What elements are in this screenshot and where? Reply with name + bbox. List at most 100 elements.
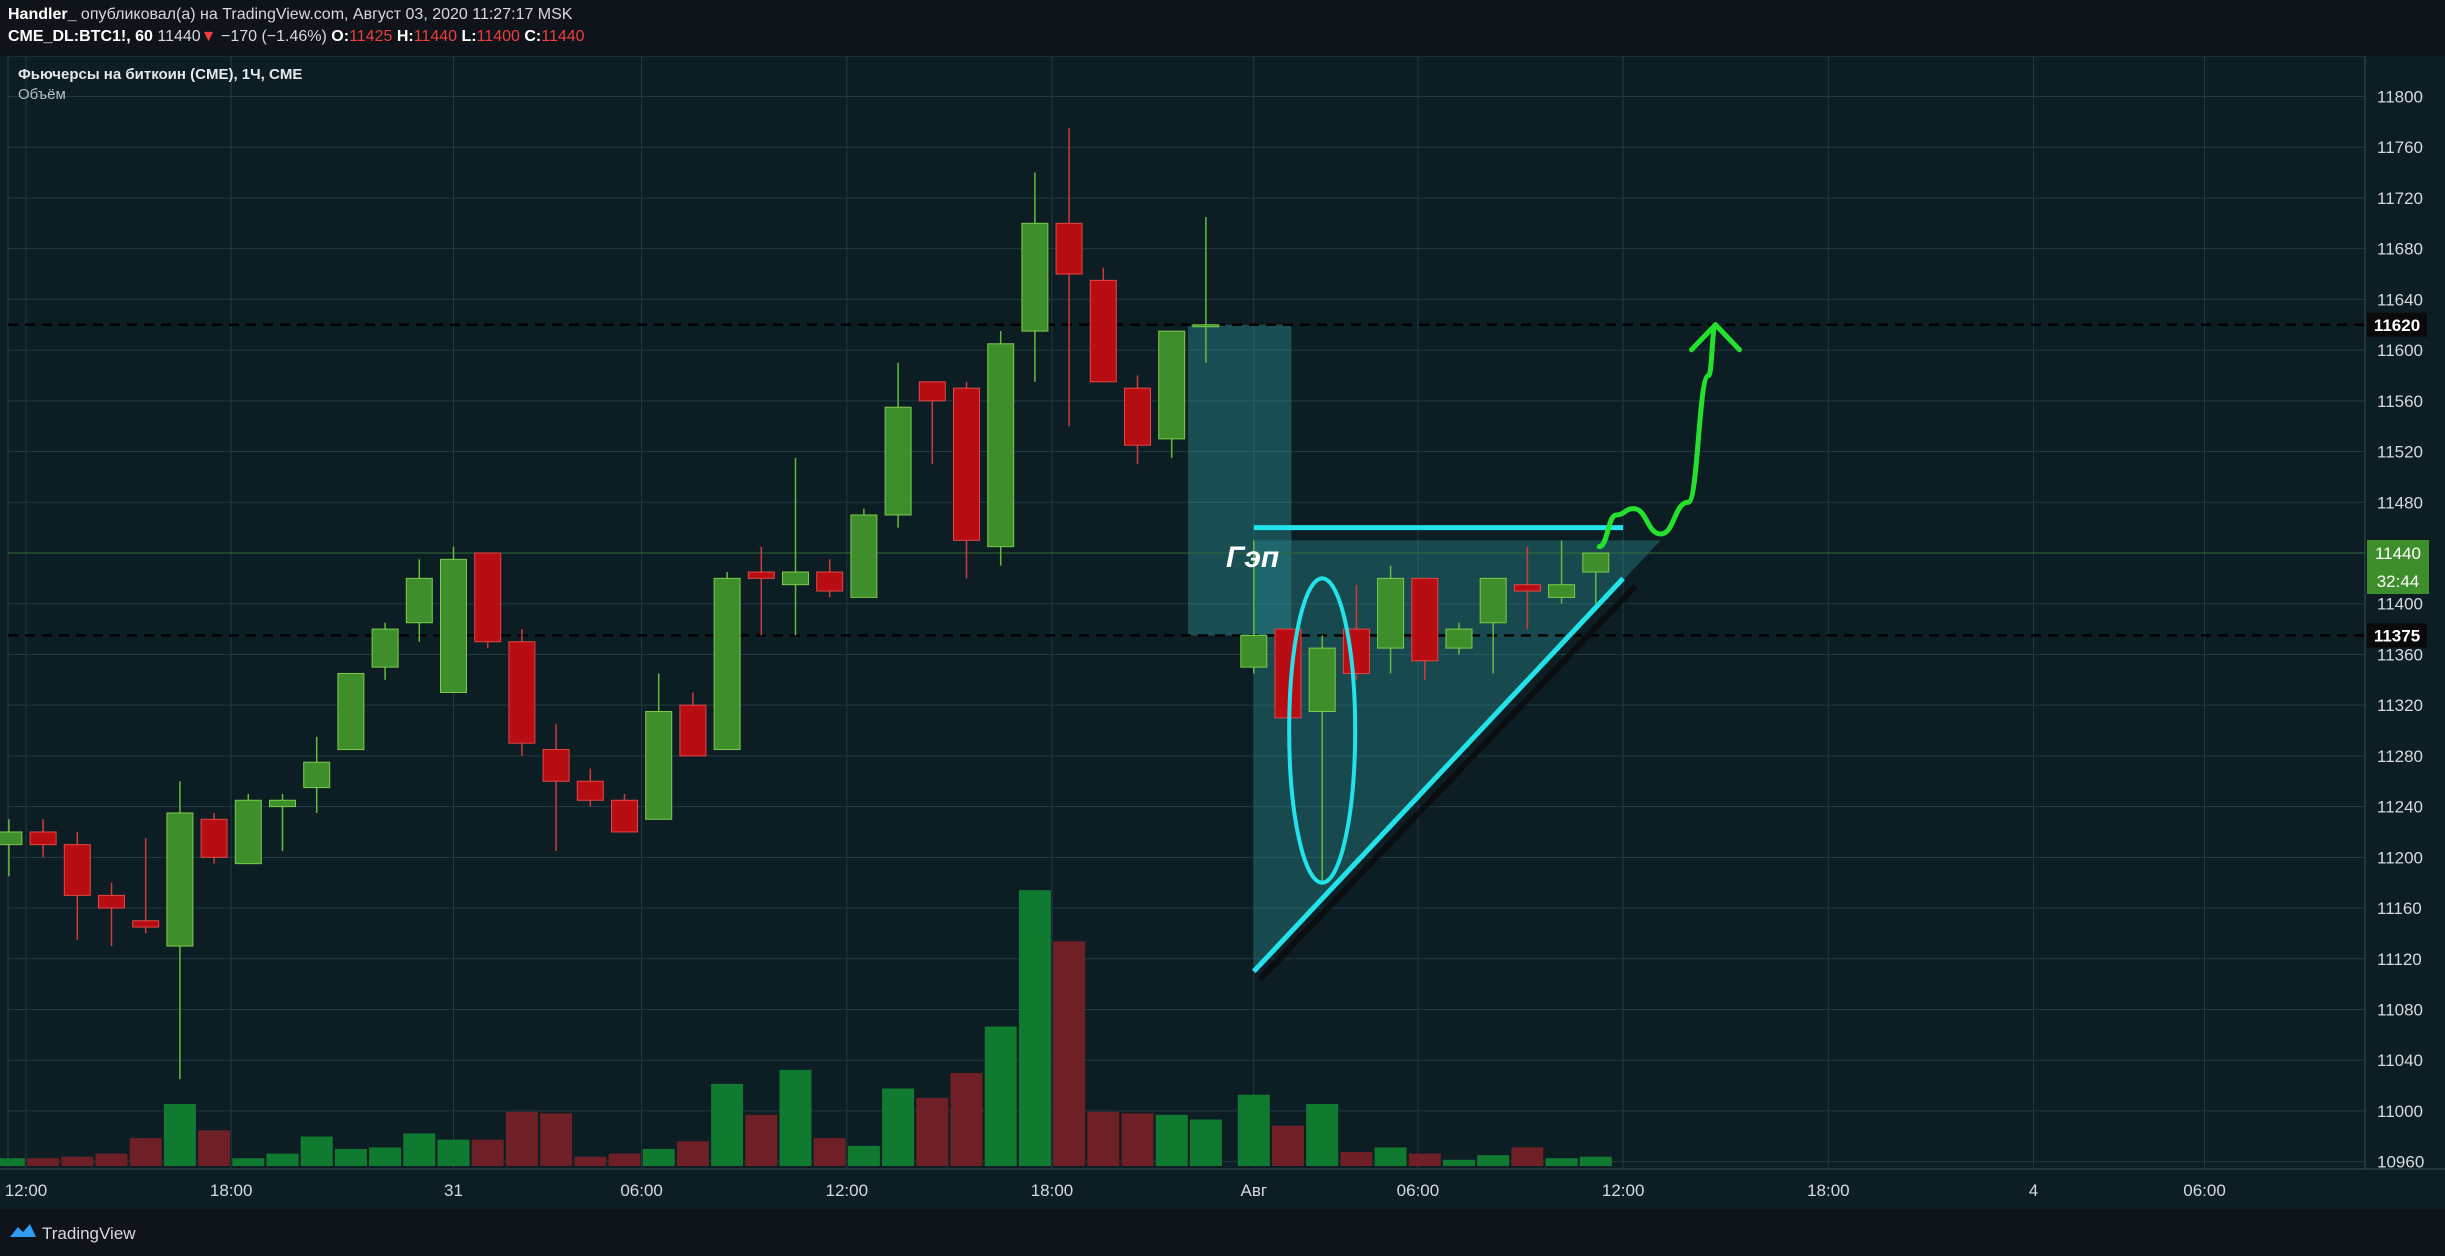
- price-tick-label: 11400: [2377, 595, 2423, 614]
- publish-info: Handler_ опубликовал(а) на TradingView.c…: [8, 6, 572, 24]
- support-line[interactable]: [1251, 576, 1625, 974]
- volume-bar: [505, 1111, 538, 1166]
- candle-body[interactable]: [29, 831, 57, 846]
- volume-bar: [1155, 1114, 1188, 1166]
- current-price-box[interactable]: [2367, 540, 2429, 594]
- candle-body[interactable]: [1192, 324, 1220, 328]
- candle-body[interactable]: [987, 343, 1015, 548]
- candle-body[interactable]: [782, 571, 809, 586]
- candle-body[interactable]: [1582, 552, 1610, 573]
- volume-bar: [984, 1026, 1017, 1166]
- candle-body[interactable]: [98, 894, 125, 909]
- price-tick-label: 11120: [2377, 950, 2422, 969]
- volume-bar: [608, 1153, 641, 1166]
- candle-body[interactable]: [1308, 647, 1336, 712]
- candle-body[interactable]: [1479, 577, 1507, 624]
- candle-body[interactable]: [508, 641, 536, 744]
- chart-title[interactable]: Фьючерсы на биткоин (CME), 1Ч, CME: [18, 66, 303, 83]
- support-line-shadow: [1257, 584, 1638, 982]
- candle-body[interactable]: [1548, 584, 1576, 598]
- candle-body[interactable]: [1411, 577, 1439, 662]
- brand-name[interactable]: TradingView: [42, 1224, 136, 1243]
- candles[interactable]: [0, 128, 1610, 1080]
- candle-body[interactable]: [1445, 628, 1473, 649]
- volume-bar: [129, 1138, 162, 1166]
- candle-body[interactable]: [166, 812, 194, 947]
- level-price-box[interactable]: [2367, 312, 2427, 337]
- header-bar: Handler_ опубликовал(а) на TradingView.c…: [0, 0, 2445, 56]
- candle-body[interactable]: [1055, 222, 1083, 275]
- time-tick-label: 4: [2029, 1181, 2038, 1200]
- author-name[interactable]: Handler_: [8, 6, 77, 23]
- candle-body[interactable]: [611, 799, 638, 833]
- candle-body[interactable]: [371, 628, 399, 668]
- price-chart[interactable]: 10960 11000 11040 11080 11120 11160 11200 11240…: [0, 56, 2445, 1209]
- candle-body[interactable]: [337, 672, 365, 751]
- candle-body[interactable]: [542, 749, 570, 782]
- volume-bar: [1237, 1094, 1270, 1166]
- candle-body[interactable]: [1089, 279, 1117, 383]
- candle-body[interactable]: [132, 920, 160, 928]
- symbol-label[interactable]: CME_DL:BTC1!, 60: [8, 28, 153, 45]
- countdown-label: 32:44: [2377, 572, 2420, 591]
- footer-bar: TradingView: [0, 1209, 2445, 1256]
- volume-bar: [300, 1136, 333, 1166]
- candle-body[interactable]: [234, 799, 262, 865]
- candle-body[interactable]: [576, 780, 604, 801]
- drawing-annotations[interactable]: [1251, 322, 1742, 982]
- candle-body[interactable]: [1240, 634, 1268, 668]
- volume-bar: [1087, 1111, 1120, 1166]
- projection-path[interactable]: [1596, 322, 1718, 550]
- volume-bars: [0, 890, 1612, 1166]
- volume-bar: [574, 1156, 607, 1166]
- candle-body[interactable]: [1158, 330, 1186, 440]
- grid: [7, 56, 2366, 1170]
- price-change: −170 (−1.46%): [220, 28, 327, 45]
- candle-body[interactable]: [1377, 577, 1405, 649]
- candle-body[interactable]: [303, 761, 331, 789]
- candle-body[interactable]: [63, 844, 91, 896]
- candle-body[interactable]: [269, 799, 296, 808]
- price-tick-label: 11800: [2377, 88, 2423, 107]
- highlight-ellipse[interactable]: [1287, 576, 1358, 885]
- gap-box[interactable]: [1187, 324, 1292, 636]
- candle-body[interactable]: [679, 704, 707, 757]
- gap-label[interactable]: Гэп: [1226, 541, 1279, 574]
- candle-body[interactable]: [474, 552, 502, 643]
- candle-body[interactable]: [747, 571, 775, 579]
- candle-body[interactable]: [1513, 584, 1541, 592]
- volume-bar: [403, 1133, 436, 1166]
- candle-body[interactable]: [918, 381, 946, 402]
- open-label: O:: [331, 28, 350, 45]
- candle-body[interactable]: [850, 514, 878, 598]
- close-label: C:: [524, 28, 542, 45]
- volume-bar: [163, 1104, 196, 1166]
- tradingview-logo-icon[interactable]: [8, 1221, 38, 1241]
- candle-body[interactable]: [816, 571, 844, 592]
- price-axis[interactable]: [2365, 56, 2445, 1169]
- low-value: 11400: [476, 28, 520, 45]
- volume-bar: [369, 1147, 402, 1166]
- candle-body[interactable]: [405, 577, 433, 624]
- candle-body[interactable]: [713, 577, 741, 751]
- volume-indicator-label[interactable]: Объём: [18, 86, 66, 103]
- candle-body[interactable]: [1124, 387, 1151, 446]
- axes[interactable]: 10960 11000 11040 11080 11120 11160 11200 11240…: [0, 56, 2445, 1200]
- volume-bar: [334, 1148, 367, 1166]
- price-tick-label: 11600: [2377, 341, 2423, 360]
- time-tick-label: 06:00: [2183, 1181, 2226, 1200]
- candle-body[interactable]: [1021, 222, 1049, 332]
- volume-bar: [847, 1145, 880, 1166]
- candle-body[interactable]: [953, 387, 980, 541]
- candle-body[interactable]: [0, 831, 23, 846]
- candle-body[interactable]: [884, 406, 912, 516]
- candle-body[interactable]: [645, 711, 673, 820]
- volume-bar: [1545, 1158, 1578, 1166]
- candle-body[interactable]: [200, 818, 228, 858]
- arrow-head-icon[interactable]: [1688, 322, 1742, 353]
- volume-bar: [1477, 1155, 1510, 1166]
- level-price-box[interactable]: [2367, 623, 2427, 648]
- level-price-label: 11375: [2374, 626, 2420, 645]
- volume-bar: [1053, 941, 1086, 1166]
- candle-body[interactable]: [440, 558, 467, 693]
